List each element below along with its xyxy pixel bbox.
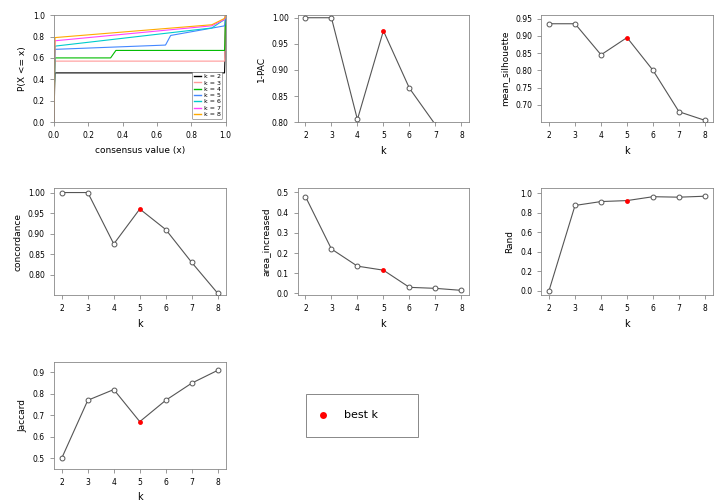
Y-axis label: 1-PAC: 1-PAC xyxy=(257,55,266,82)
X-axis label: consensus value (x): consensus value (x) xyxy=(94,146,185,155)
Legend: k = 2, k = 3, k = 4, k = 5, k = 6, k = 7, k = 8: k = 2, k = 3, k = 4, k = 5, k = 6, k = 7… xyxy=(192,72,222,119)
Y-axis label: concordance: concordance xyxy=(14,213,22,271)
Y-axis label: P(X <= x): P(X <= x) xyxy=(18,46,27,91)
X-axis label: k: k xyxy=(137,492,143,502)
X-axis label: k: k xyxy=(624,319,630,329)
Y-axis label: Jaccard: Jaccard xyxy=(18,399,27,432)
X-axis label: k: k xyxy=(137,319,143,329)
Y-axis label: mean_silhouette: mean_silhouette xyxy=(500,31,510,106)
Y-axis label: Rand: Rand xyxy=(505,230,515,254)
X-axis label: k: k xyxy=(381,319,386,329)
Text: best k: best k xyxy=(344,410,378,420)
X-axis label: k: k xyxy=(381,146,386,156)
Y-axis label: area_increased: area_increased xyxy=(262,208,271,276)
X-axis label: k: k xyxy=(624,146,630,156)
